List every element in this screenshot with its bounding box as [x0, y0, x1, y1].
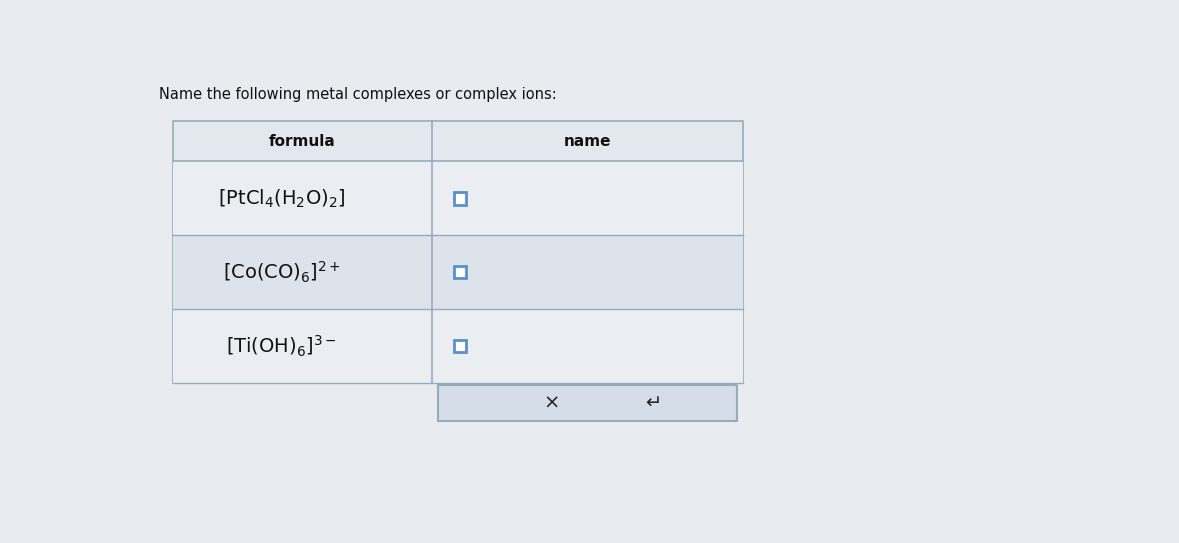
- Text: $\left[\mathrm{Co(CO)_6}\right]^{2+}$: $\left[\mathrm{Co(CO)_6}\right]^{2+}$: [223, 260, 341, 285]
- Bar: [173, 122, 743, 161]
- Bar: [454, 192, 466, 205]
- Bar: [173, 161, 743, 235]
- Bar: [454, 266, 466, 279]
- Text: $\left[\mathrm{PtCl_4(H_2O)_2}\right]$: $\left[\mathrm{PtCl_4(H_2O)_2}\right]$: [218, 187, 345, 210]
- Bar: [173, 122, 743, 383]
- Bar: [439, 386, 737, 421]
- Text: Name the following metal complexes or complex ions:: Name the following metal complexes or co…: [159, 87, 556, 102]
- Bar: [454, 340, 466, 352]
- Bar: [173, 122, 743, 383]
- Text: ↵: ↵: [645, 394, 661, 413]
- Text: name: name: [564, 134, 612, 149]
- Bar: [173, 310, 743, 383]
- Text: formula: formula: [269, 134, 336, 149]
- Text: $\left[\mathrm{Ti(OH)_6}\right]^{3-}$: $\left[\mathrm{Ti(OH)_6}\right]^{3-}$: [226, 333, 337, 359]
- Bar: [173, 235, 743, 310]
- Text: ×: ×: [544, 394, 560, 413]
